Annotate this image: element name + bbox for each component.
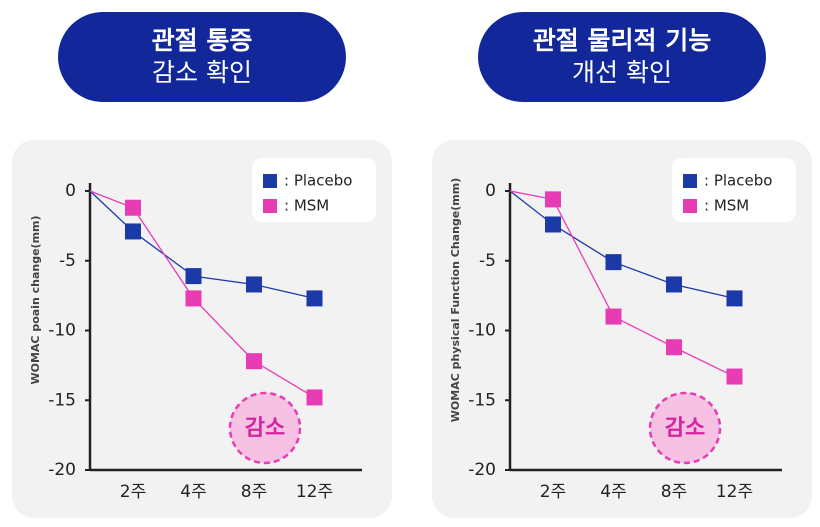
- y-tick-label: -15: [468, 390, 496, 410]
- legend-box: [252, 158, 376, 222]
- data-point: [185, 290, 202, 307]
- y-tick-label: -20: [468, 460, 496, 480]
- x-tick-label: 2주: [540, 482, 566, 502]
- x-tick-label: 4주: [180, 482, 206, 502]
- y-tick-label: 0: [485, 181, 496, 201]
- y-tick-label: 0: [65, 181, 76, 201]
- data-point: [726, 290, 743, 307]
- data-point: [605, 308, 622, 325]
- legend-label: : MSM: [704, 197, 749, 215]
- y-tick-label: -10: [468, 321, 496, 341]
- x-tick-label: 4주: [600, 482, 626, 502]
- data-point: [545, 216, 561, 233]
- data-point: [306, 389, 323, 406]
- y-tick-label: -5: [479, 251, 496, 271]
- data-point: [125, 199, 141, 216]
- legend-swatch: [263, 199, 277, 213]
- legend-swatch: [683, 199, 697, 213]
- x-tick-label: 8주: [241, 482, 267, 502]
- data-point: [545, 191, 561, 208]
- x-tick-label: 12주: [716, 482, 753, 502]
- annotation-circle: [648, 391, 722, 465]
- data-point: [666, 276, 682, 293]
- legend-swatch: [683, 174, 697, 188]
- chart-subtitle: 감소 확인: [152, 58, 252, 87]
- data-point: [246, 353, 262, 370]
- chart-title: 관절 물리적 기능: [533, 26, 711, 55]
- data-point: [726, 368, 743, 385]
- title-badge: [58, 12, 346, 102]
- chart-title: 관절 통증: [152, 26, 253, 55]
- y-tick-label: -20: [48, 460, 76, 480]
- annotation-circle: [228, 391, 302, 465]
- y-tick-label: -5: [59, 251, 76, 271]
- y-axis-label: WOMAC physical Function Change(mm): [449, 178, 462, 422]
- y-tick-label: -10: [48, 321, 76, 341]
- y-axis-label: WOMAC poain change(mm): [29, 215, 42, 384]
- y-tick-label: -15: [48, 390, 76, 410]
- legend-box: [672, 158, 796, 222]
- data-point: [666, 339, 682, 356]
- title-badge: [478, 12, 766, 102]
- x-tick-label: 8주: [661, 482, 687, 502]
- legend-swatch: [263, 174, 277, 188]
- data-point: [306, 290, 323, 307]
- legend-label: : MSM: [284, 197, 329, 215]
- data-point: [605, 254, 622, 271]
- data-point: [185, 268, 202, 285]
- x-tick-label: 2주: [120, 482, 146, 502]
- x-tick-label: 12주: [296, 482, 333, 502]
- legend-label: : Placebo: [284, 172, 352, 190]
- annotation: 감소: [245, 416, 285, 441]
- annotation: 감소: [665, 416, 705, 441]
- legend-label: : Placebo: [704, 172, 772, 190]
- data-point: [125, 223, 141, 240]
- data-point: [246, 276, 262, 293]
- chart-subtitle: 개선 확인: [572, 58, 672, 87]
